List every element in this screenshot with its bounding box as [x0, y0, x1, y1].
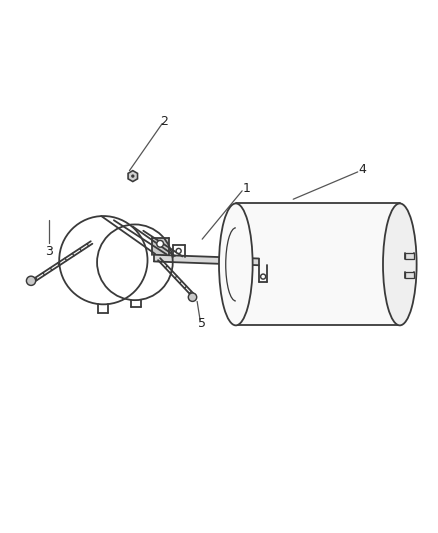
FancyBboxPatch shape [405, 254, 414, 259]
Text: 5: 5 [198, 317, 206, 330]
Polygon shape [128, 171, 138, 182]
Text: 1: 1 [242, 182, 250, 195]
Polygon shape [154, 255, 259, 265]
FancyBboxPatch shape [236, 204, 400, 325]
FancyBboxPatch shape [405, 272, 414, 278]
Ellipse shape [219, 204, 253, 325]
Circle shape [26, 276, 35, 286]
Circle shape [176, 248, 181, 254]
Ellipse shape [383, 204, 417, 325]
Circle shape [261, 274, 266, 279]
Circle shape [131, 174, 134, 178]
Circle shape [157, 240, 163, 247]
Polygon shape [152, 238, 169, 255]
Circle shape [188, 293, 197, 301]
Text: 2: 2 [160, 115, 168, 128]
Text: 4: 4 [358, 163, 366, 176]
Text: 3: 3 [45, 245, 53, 259]
